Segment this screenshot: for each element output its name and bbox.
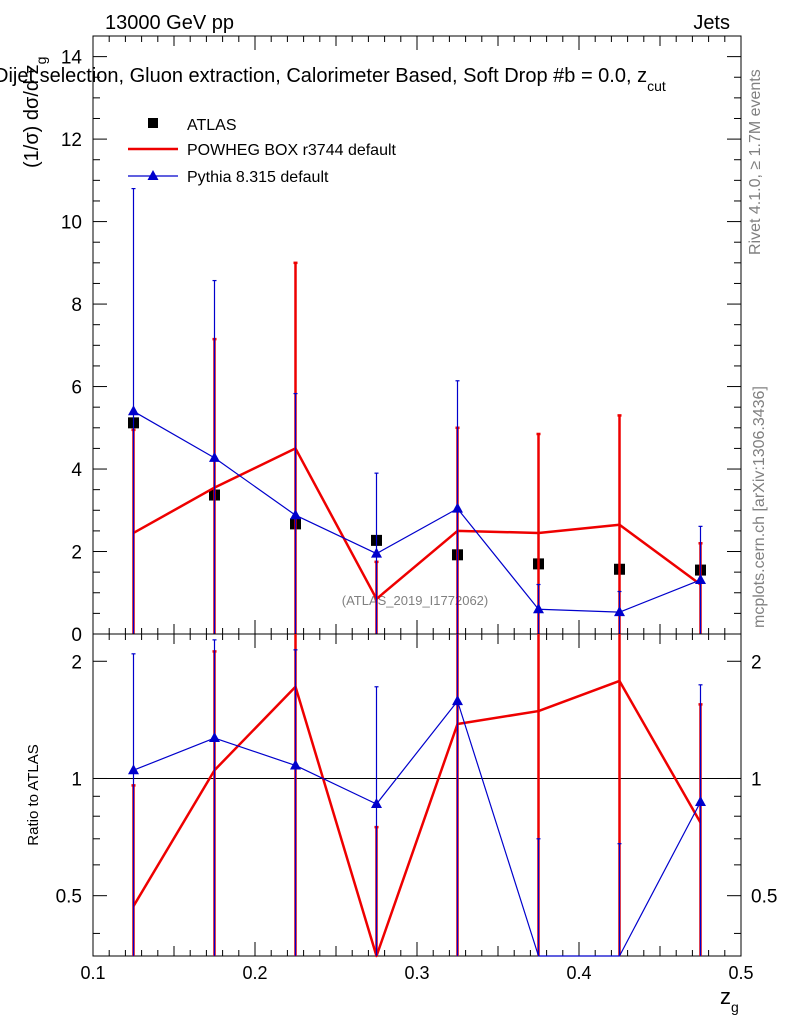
y-tick-label: 14 bbox=[61, 48, 83, 69]
ratio-y-tick-label-right: 1 bbox=[751, 769, 762, 790]
marker-pythia bbox=[290, 759, 301, 770]
main-y-ticks bbox=[93, 35, 741, 635]
legend-marker-atlas bbox=[148, 118, 158, 128]
legend-label-powheg: POWHEG BOX r3744 default bbox=[187, 142, 397, 159]
marker-pythia bbox=[128, 405, 139, 416]
y-tick-label: 2 bbox=[71, 543, 82, 564]
mcplots-label: mcplots.cern.ch [arXiv:1306.3436] bbox=[751, 386, 768, 628]
series-line-powheg bbox=[132, 679, 702, 958]
main-y-tick-labels: 0 2 4 6 8 10 12 14 bbox=[61, 48, 83, 646]
marker-pythia bbox=[371, 547, 382, 558]
x-tick-label: 0.5 bbox=[728, 963, 753, 983]
plot-title-sub: cut bbox=[647, 78, 666, 94]
watermark: (ATLAS_2019_I1772062) bbox=[342, 593, 488, 608]
marker-pythia bbox=[452, 502, 463, 513]
y-tick-label: 12 bbox=[61, 130, 82, 151]
main-x-ticks bbox=[92, 36, 742, 634]
rivet-label: Rivet 4.1.0, ≥ 1.7M events bbox=[747, 69, 764, 255]
main-y-axis-label: (1/σ) dσ/d zg bbox=[21, 57, 49, 168]
ratio-y-tick-label-left: 2 bbox=[71, 652, 82, 673]
marker-pythia bbox=[209, 451, 220, 462]
ratio-y-axis-label: Ratio to ATLAS bbox=[25, 744, 42, 845]
y-tick-label: 0 bbox=[71, 625, 82, 646]
ratio-panel-frame bbox=[92, 633, 742, 957]
x-tick-label: 0.4 bbox=[566, 963, 591, 983]
marker-pythia bbox=[452, 695, 463, 706]
ratio-panel: 0.5 0.5 1 1 2 2 0.1 0.2 0.3 0.4 0.5 Ratio to ATLA… bbox=[25, 633, 778, 1015]
x-tick-label: 0.1 bbox=[80, 963, 105, 983]
y-tick-label: 4 bbox=[71, 460, 82, 481]
marker-pythia bbox=[614, 606, 625, 617]
x-axis-label-sub: g bbox=[731, 999, 739, 1015]
y-tick-label: 10 bbox=[61, 213, 82, 234]
ratio-y-tick-label-left: 0.5 bbox=[56, 887, 82, 908]
marker-pythia bbox=[695, 796, 706, 807]
ratio-series bbox=[128, 634, 706, 958]
main-series bbox=[128, 187, 706, 634]
x-tick-label: 0.2 bbox=[242, 963, 267, 983]
main-panel: 0 2 4 6 8 10 12 14 (1/σ) dσ/d zg (ATLAS_2019_I1… bbox=[21, 35, 742, 646]
legend: ATLAS POWHEG BOX r3744 default Pythia 8.… bbox=[128, 117, 397, 186]
marker-pythia bbox=[533, 603, 544, 614]
legend-marker-pythia bbox=[147, 170, 159, 180]
legend-label-pythia: Pythia 8.315 default bbox=[187, 169, 329, 186]
ratio-y-ticks bbox=[93, 660, 741, 934]
ratio-x-ticks bbox=[92, 634, 742, 956]
y-tick-label: 6 bbox=[71, 378, 82, 399]
series-line-pythia bbox=[133, 410, 701, 613]
ratio-y-tick-label-right: 2 bbox=[751, 652, 762, 673]
series-line-pythia bbox=[133, 700, 702, 957]
plot-title-main: Dijet selection, Gluon extraction, Calor… bbox=[0, 65, 647, 87]
header-left: 13000 GeV pp bbox=[105, 12, 234, 34]
ratio-x-tick-labels: 0.1 0.2 0.3 0.4 0.5 bbox=[80, 963, 753, 983]
x-axis-label-main: z bbox=[720, 984, 731, 1009]
x-tick-label: 0.3 bbox=[404, 963, 429, 983]
plot-title: Dijet selection, Gluon extraction, Calor… bbox=[0, 65, 666, 94]
marker-pythia bbox=[371, 797, 382, 808]
marker-pythia bbox=[695, 573, 706, 584]
y-tick-label: 8 bbox=[71, 295, 82, 316]
marker-pythia bbox=[290, 509, 301, 520]
main-y-axis-label-sub: g bbox=[33, 57, 49, 65]
ratio-y-tick-label-right: 0.5 bbox=[751, 887, 777, 908]
ratio-y-tick-labels: 0.5 0.5 1 1 2 2 bbox=[56, 652, 778, 907]
marker-pythia bbox=[209, 732, 220, 743]
header-right: Jets bbox=[693, 12, 730, 34]
marker-pythia bbox=[128, 764, 139, 775]
series-line-powheg bbox=[132, 447, 702, 601]
x-axis-label: zg bbox=[720, 984, 739, 1015]
legend-label-atlas: ATLAS bbox=[187, 117, 237, 134]
ratio-y-tick-label-left: 1 bbox=[71, 769, 82, 790]
main-y-axis-label-main: (1/σ) dσ/d z bbox=[21, 64, 43, 168]
